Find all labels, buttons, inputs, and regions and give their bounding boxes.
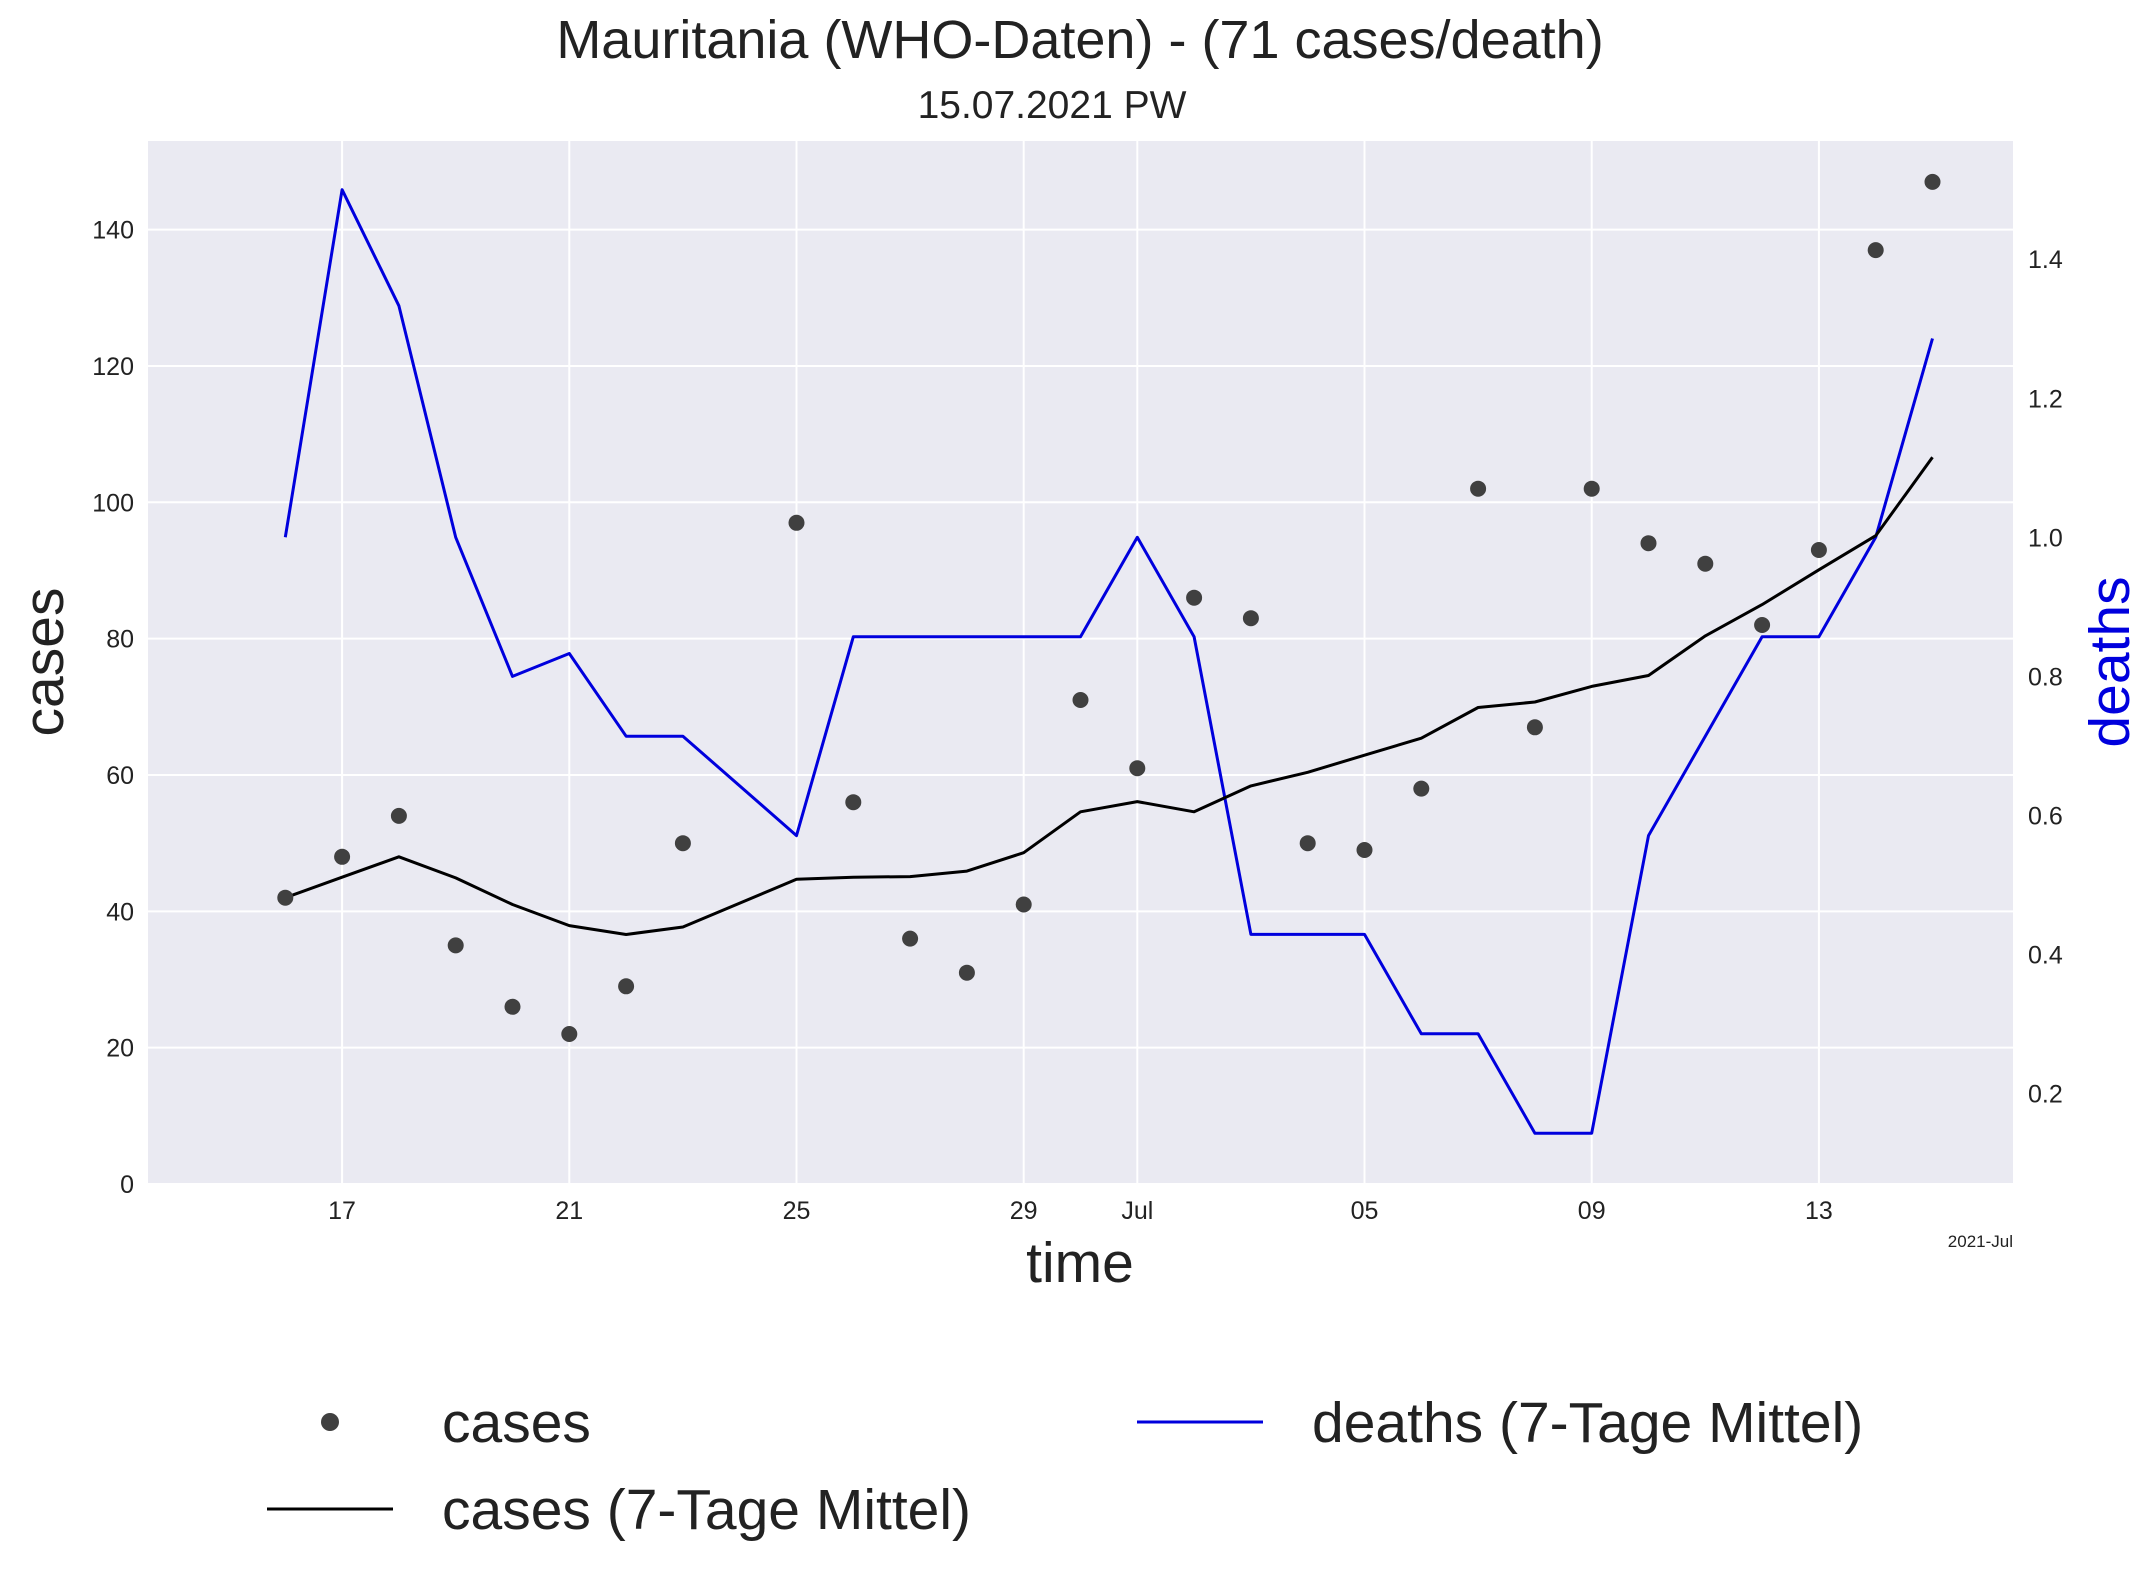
- cases-point: [390, 807, 407, 824]
- cases-avg-line: [284, 456, 1934, 936]
- cases-point: [958, 964, 975, 981]
- cases-point: [1072, 692, 1089, 708]
- y-tick-label: 120: [92, 353, 134, 381]
- y-tick-label: 60: [106, 762, 134, 790]
- cases-point: [1697, 555, 1714, 572]
- y2-tick-label: 0.4: [2028, 942, 2063, 970]
- legend-cases-avg-label: cases (7-Tage Mittel): [442, 1478, 971, 1542]
- cases-point: [788, 514, 805, 531]
- cases-point: [504, 998, 521, 1015]
- grid: [148, 141, 2013, 1185]
- cases-point: [1640, 535, 1657, 552]
- y2-axis-label: deaths: [2078, 576, 2142, 747]
- cases-point: [618, 978, 635, 995]
- cases-point: [1867, 242, 1884, 259]
- y-tick-label: 0: [120, 1171, 134, 1199]
- x-axis-label: time: [1026, 1231, 1134, 1295]
- cases-point: [1413, 780, 1430, 797]
- chart-subtitle: 15.07.2021 PW: [918, 84, 1187, 127]
- cases-point: [1299, 835, 1316, 852]
- cases-point: [1242, 610, 1259, 627]
- y2-tick-label: 1.2: [2028, 385, 2063, 413]
- deaths-avg-line: [283, 188, 1934, 1135]
- cases-point: [1186, 589, 1203, 606]
- y2-tick-label: 0.2: [2028, 1081, 2063, 1109]
- cases-point: [1924, 173, 1941, 190]
- cases-point: [845, 794, 862, 811]
- cases-point: [334, 848, 351, 865]
- cases-point: [277, 889, 294, 906]
- cases-point: [561, 1026, 578, 1042]
- x-tick-label: 29: [1010, 1197, 1038, 1225]
- series: [277, 173, 1941, 1135]
- x-tick-label: 09: [1578, 1197, 1606, 1225]
- cases-point: [902, 930, 919, 947]
- cases-point: [1356, 842, 1373, 858]
- cases-point: [1810, 542, 1827, 558]
- y-tick-label: 40: [106, 898, 134, 926]
- x-tick-label: 17: [328, 1197, 356, 1225]
- y-tick-label: 80: [106, 626, 134, 654]
- y-axis-label: cases: [12, 588, 76, 737]
- legend-cases-marker: [321, 1413, 339, 1431]
- legend-deaths-avg-label: deaths (7-Tage Mittel): [1312, 1391, 1863, 1455]
- y2-tick-label: 1.0: [2028, 524, 2063, 552]
- legend-cases-label: cases: [442, 1391, 591, 1455]
- x-tick-label: 21: [555, 1197, 583, 1225]
- cases-point: [1015, 896, 1032, 913]
- cases-point: [674, 835, 691, 852]
- x-tick-label: 05: [1351, 1197, 1379, 1225]
- y2-tick-label: 0.6: [2028, 802, 2063, 830]
- cases-point: [1583, 480, 1600, 497]
- axis-ticks: 0 20 40 60 80 100 120 140 17 21 25 29 Jul 05 09 13 0.2 0.…: [92, 217, 2063, 1225]
- x-tick-label: 25: [783, 1197, 811, 1225]
- plot-area: [148, 141, 2013, 1184]
- cases-point: [447, 937, 464, 954]
- chart-title: Mauritania (WHO-Daten) - (71 cases/death…: [556, 10, 1603, 70]
- y-tick-label: 20: [106, 1035, 134, 1063]
- cases-point: [1470, 480, 1487, 497]
- cases-point: [1129, 760, 1146, 777]
- x-tick-label: Jul: [1121, 1197, 1153, 1225]
- y2-tick-label: 1.4: [2028, 246, 2063, 274]
- legend: cases cases (7-Tage Mittel) deaths (7-Ta…: [267, 1391, 1863, 1542]
- cases-point: [1526, 719, 1543, 736]
- y-tick-label: 100: [92, 489, 134, 517]
- y-tick-label: 140: [92, 217, 134, 245]
- cases-point: [1754, 617, 1771, 633]
- x-axis-corner-label: 2021-Jul: [1948, 1232, 2013, 1251]
- x-tick-label: 13: [1805, 1197, 1833, 1225]
- y2-tick-label: 0.8: [2028, 663, 2063, 691]
